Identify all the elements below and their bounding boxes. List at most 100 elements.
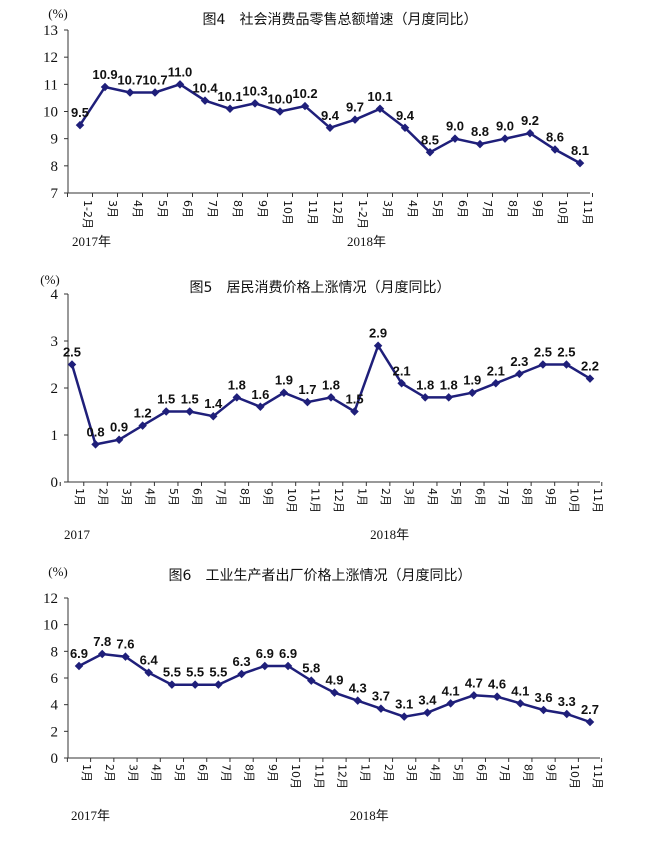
data-label: 1.2: [134, 406, 152, 421]
data-label: 11.0: [168, 64, 193, 79]
category-label: 7月: [498, 764, 511, 782]
data-label: 9.5: [71, 105, 89, 120]
data-label: 1.8: [322, 377, 340, 392]
data-label: 0.8: [87, 424, 105, 439]
y-tick-label: 4: [51, 698, 59, 714]
data-label: 7.6: [116, 637, 134, 652]
data-point: [353, 696, 362, 705]
category-label: 9月: [531, 200, 544, 218]
category-label: 11月: [581, 200, 594, 225]
data-label: 6.9: [256, 646, 274, 661]
data-point: [516, 699, 525, 708]
category-label: 12月: [336, 764, 349, 789]
y-tick-label: 0: [51, 751, 59, 767]
data-point: [125, 88, 135, 97]
data-label: 9.0: [446, 119, 464, 134]
data-label: 8.1: [571, 143, 589, 158]
category-label: 4月: [406, 200, 419, 218]
category-label: 8月: [520, 488, 533, 506]
category-label: 10月: [289, 764, 302, 789]
data-point: [209, 411, 218, 421]
category-label: 1月: [356, 488, 369, 506]
data-point: [237, 669, 246, 679]
data-point: [468, 388, 477, 397]
data-point: [350, 407, 359, 416]
data-label: 3.7: [372, 689, 390, 704]
data-label: 3.6: [535, 690, 553, 705]
category-label: 11月: [306, 200, 319, 225]
category-label: 11月: [591, 764, 604, 789]
data-point: [500, 134, 510, 143]
data-point: [539, 705, 548, 715]
data-label: 7.8: [93, 634, 111, 649]
category-label: 3月: [405, 764, 418, 782]
category-label: 9月: [545, 764, 558, 782]
data-label: 10.1: [367, 89, 392, 104]
chart-ppi: 图6 工业生产者出厂价格上涨情况（月度同比） (%) 12 10 8 6 4 2 0 6.9 7.8…: [43, 564, 604, 823]
category-label: 10月: [568, 764, 581, 789]
data-point: [283, 661, 293, 671]
data-point: [185, 407, 194, 416]
data-point: [138, 421, 147, 430]
category-label: 5月: [450, 488, 463, 506]
data-label: 2.5: [557, 345, 575, 360]
data-point: [100, 82, 110, 92]
y-tick-label: 12: [43, 591, 58, 607]
data-label: 6.9: [70, 646, 88, 661]
data-point: [144, 668, 153, 677]
chart-title: 图5 居民消费价格上涨情况（月度同比）: [190, 280, 451, 296]
data-label: 1.8: [416, 377, 434, 392]
data-label: 2.5: [534, 345, 552, 360]
data-label: 9.0: [496, 119, 514, 134]
data-point: [444, 393, 453, 402]
data-label: 2.5: [63, 345, 81, 360]
category-label: 11月: [591, 488, 604, 513]
data-label: 4.3: [349, 681, 367, 696]
data-point: [492, 692, 502, 701]
y-tick-label: 4: [51, 287, 59, 303]
data-label: 1.9: [463, 373, 481, 388]
data-point: [420, 393, 430, 402]
category-label: 4月: [426, 488, 439, 506]
data-point: [397, 379, 406, 388]
category-label: 8月: [521, 764, 534, 782]
y-tick-label: 8: [51, 644, 59, 660]
data-label: 10.1: [217, 89, 242, 104]
category-label: 9月: [256, 200, 269, 218]
chart-retail-sales-growth: 图4 社会消费品零售总额增速（月度同比） (%) 13 12 11 10 9 8 7 9.5 10.…: [43, 6, 594, 249]
data-label: 4.9: [325, 673, 343, 688]
data-label: 3.4: [418, 693, 437, 708]
category-label: 4月: [131, 200, 144, 218]
data-label: 5.5: [186, 665, 204, 680]
data-label: 2.1: [393, 363, 411, 378]
data-label: 1.8: [228, 377, 246, 392]
data-label: 1.7: [298, 382, 316, 397]
category-label: 8月: [231, 200, 244, 218]
data-point: [67, 360, 77, 369]
category-label: 4月: [428, 764, 441, 782]
data-label: 10.0: [267, 92, 292, 107]
data-point: [260, 661, 270, 671]
y-tick-label: 1: [51, 428, 59, 444]
y-tick-label: 2: [51, 724, 59, 740]
data-point: [225, 104, 235, 114]
data-label: 1.6: [251, 387, 269, 402]
data-label: 5.5: [163, 665, 181, 680]
data-point: [300, 101, 310, 111]
data-label: 5.5: [209, 665, 227, 680]
data-label: 4.1: [511, 683, 529, 698]
data-label: 9.7: [346, 100, 364, 115]
data-point: [200, 96, 210, 105]
category-label: 10月: [556, 200, 569, 225]
data-label: 3.3: [558, 694, 576, 709]
data-point: [515, 369, 524, 379]
category-label: 6月: [475, 764, 488, 782]
category-label: 3月: [120, 488, 133, 506]
data-point: [376, 704, 386, 713]
y-tick-label: 10: [43, 618, 58, 634]
data-point: [538, 360, 548, 369]
category-label: 4月: [150, 764, 163, 782]
category-label: 7月: [497, 488, 510, 506]
data-label: 4.6: [488, 677, 506, 692]
data-point: [150, 88, 160, 97]
